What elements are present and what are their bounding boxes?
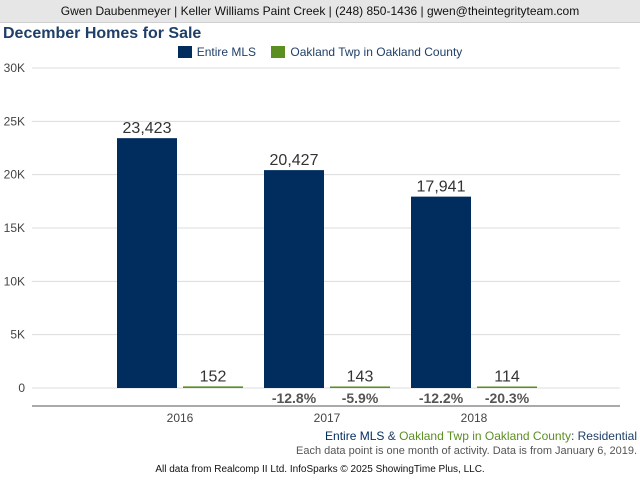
data-label: 23,423 (123, 120, 172, 137)
legend-label-oakland-twp: Oakland Twp in Oakland County (290, 45, 463, 59)
data-label: 20,427 (270, 152, 319, 169)
legend-item-oakland-twp[interactable]: Oakland Twp in Oakland County (271, 45, 462, 59)
bar-oakland-twp (477, 386, 537, 388)
bar-entire-mls (264, 170, 324, 388)
y-tick-label: 25K (4, 114, 25, 128)
legend-swatch-entire-mls (177, 46, 192, 58)
x-tick-label: 2017 (314, 411, 341, 425)
change-label: -20.3% (485, 390, 530, 406)
data-label: 17,941 (417, 179, 466, 196)
contact-header: Gwen Daubenmeyer | Keller Williams Paint… (0, 0, 640, 23)
footer-series-oakland: Oakland Twp in Oakland County (399, 429, 571, 443)
footer-series-entire-mls: Entire MLS (325, 429, 385, 443)
y-tick-label: 5K (10, 328, 25, 342)
footer-series-line: Entire MLS & Oakland Twp in Oakland Coun… (325, 429, 637, 443)
y-tick-label: 30K (4, 61, 25, 75)
bar-oakland-twp (330, 386, 390, 388)
chart-legend: Entire MLS Oakland Twp in Oakland County (0, 45, 640, 61)
footer-amp: & (384, 429, 400, 443)
change-label: -12.8% (272, 390, 317, 406)
footer-suffix: : Residential (570, 429, 637, 443)
footer-credit: All data from Realcomp II Ltd. InfoSpark… (155, 464, 485, 475)
legend-item-entire-mls[interactable]: Entire MLS (177, 45, 257, 59)
x-tick-label: 2016 (167, 411, 194, 425)
legend-swatch-oakland-twp (271, 46, 286, 58)
y-tick-label: 15K (4, 221, 25, 235)
data-label: 114 (494, 369, 520, 386)
y-tick-label: 10K (4, 274, 25, 288)
footer-note: Each data point is one month of activity… (296, 445, 637, 457)
bar-entire-mls (117, 138, 177, 388)
y-tick-label: 20K (4, 168, 25, 182)
bar-oakland-twp (183, 386, 243, 388)
bar-entire-mls (411, 196, 471, 388)
data-label: 143 (347, 368, 374, 385)
change-label: -12.2% (419, 390, 464, 406)
chart-title: December Homes for Sale (3, 25, 202, 42)
y-tick-label: 0 (18, 381, 25, 395)
legend-label-entire-mls: Entire MLS (196, 45, 257, 59)
data-label: 152 (200, 368, 227, 385)
x-tick-label: 2018 (461, 411, 488, 425)
contact-text: Gwen Daubenmeyer | Keller Williams Paint… (60, 4, 580, 18)
change-label: -5.9% (342, 390, 379, 406)
